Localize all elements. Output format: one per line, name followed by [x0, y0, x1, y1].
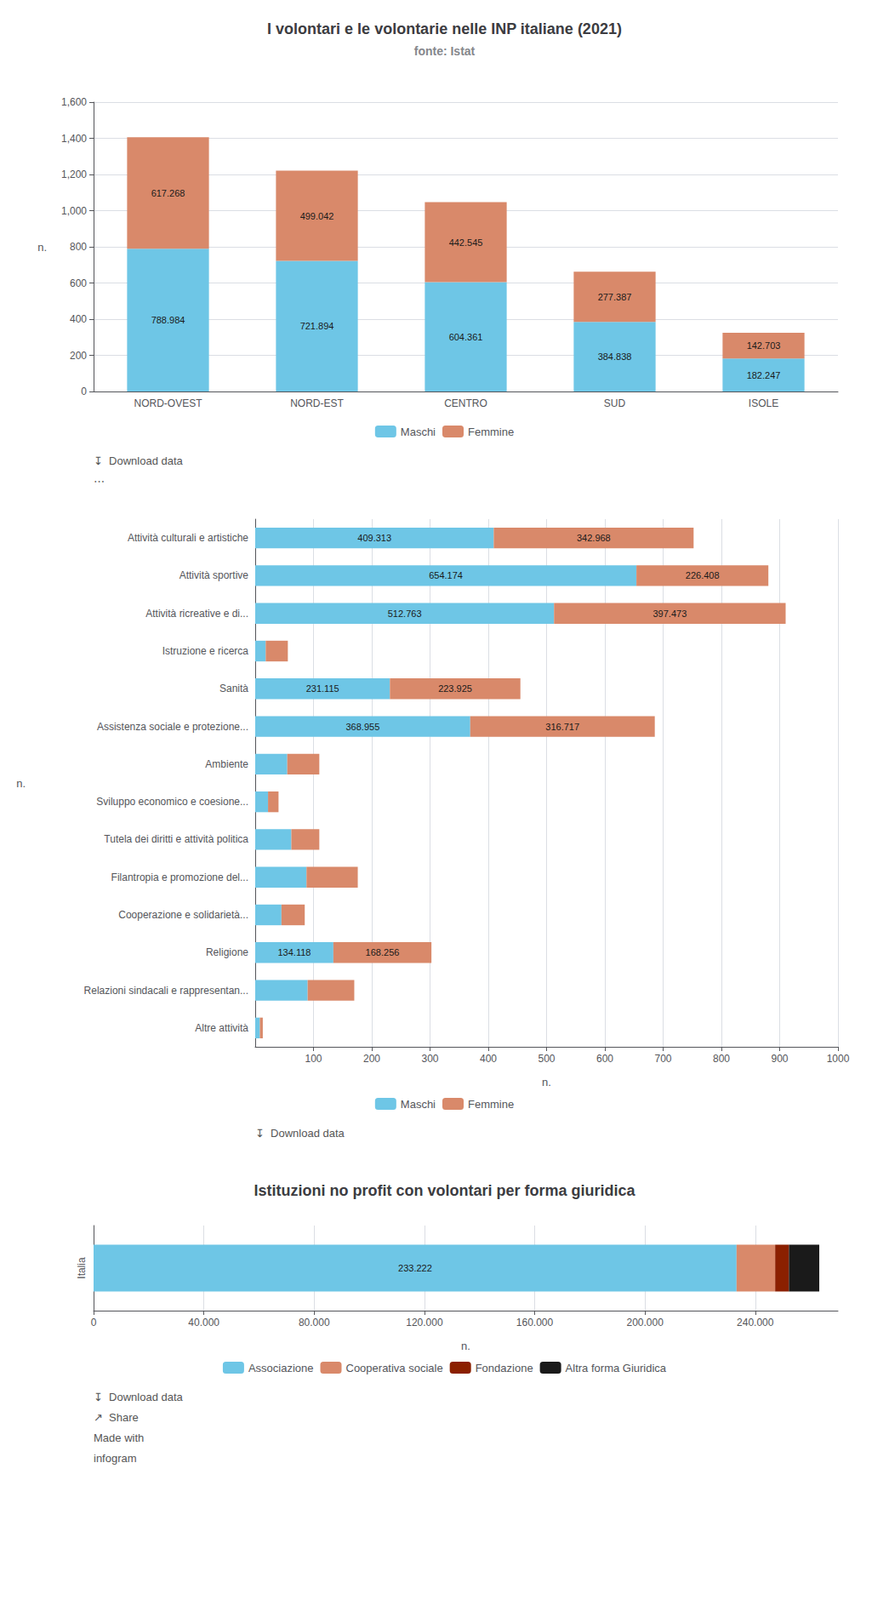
svg-text:1000: 1000 — [826, 1052, 850, 1065]
svg-text:499.042: 499.042 — [300, 210, 335, 222]
svg-text:Maschi: Maschi — [400, 425, 436, 439]
svg-text:Maschi: Maschi — [400, 1097, 436, 1111]
svg-text:Sviluppo economico e coesione.: Sviluppo economico e coesione... — [96, 795, 249, 808]
svg-text:233.222: 233.222 — [398, 1262, 433, 1273]
svg-text:400: 400 — [69, 313, 87, 325]
svg-text:⋯: ⋯ — [93, 474, 105, 488]
svg-text:384.838: 384.838 — [598, 351, 633, 362]
svg-text:Assistenza sociale e protezion: Assistenza sociale e protezione... — [96, 720, 249, 733]
svg-text:397.473: 397.473 — [652, 608, 687, 619]
svg-text:I volontari e le volontarie ne: I volontari e le volontarie nelle INP it… — [267, 20, 622, 38]
svg-text:Istituzioni no profit con volo: Istituzioni no profit con volontari per … — [253, 1181, 636, 1199]
svg-text:Altre attività: Altre attività — [194, 1021, 249, 1034]
svg-text:↧ Download data: ↧ Download data — [93, 454, 184, 468]
svg-text:168.256: 168.256 — [365, 946, 400, 958]
svg-text:Italia: Italia — [75, 1256, 88, 1279]
svg-text:Altra forma Giuridica: Altra forma Giuridica — [565, 1361, 667, 1374]
svg-text:788.984: 788.984 — [151, 314, 186, 325]
svg-text:Relazioni sindacali e rapprese: Relazioni sindacali e rappresentan... — [84, 984, 249, 997]
svg-text:600: 600 — [69, 277, 87, 290]
svg-text:80.000: 80.000 — [298, 1316, 331, 1328]
svg-text:368.955: 368.955 — [345, 721, 380, 732]
svg-text:Filantropia e promozione del..: Filantropia e promozione del... — [111, 871, 249, 884]
svg-text:↗ Share: ↗ Share — [93, 1410, 139, 1424]
svg-text:800: 800 — [712, 1052, 730, 1065]
svg-text:Attività sportive: Attività sportive — [179, 569, 250, 582]
svg-text:604.361: 604.361 — [449, 331, 484, 342]
svg-text:442.545: 442.545 — [449, 237, 484, 248]
svg-text:Tutela dei diritti e attività: Tutela dei diritti e attività politica — [103, 832, 249, 845]
svg-text:200.000: 200.000 — [626, 1316, 664, 1328]
svg-text:512.763: 512.763 — [387, 608, 422, 619]
svg-text:Cooperazione e solidarietà...: Cooperazione e solidarietà... — [118, 908, 249, 921]
svg-text:617.268: 617.268 — [151, 188, 186, 199]
svg-text:721.894: 721.894 — [300, 320, 335, 331]
svg-text:120.000: 120.000 — [405, 1316, 444, 1328]
svg-text:316.717: 316.717 — [545, 721, 580, 732]
svg-text:1,600: 1,600 — [61, 96, 87, 109]
svg-text:ISOLE: ISOLE — [748, 397, 779, 410]
svg-text:200: 200 — [363, 1052, 381, 1065]
svg-text:600: 600 — [596, 1052, 614, 1065]
svg-text:223.925: 223.925 — [438, 683, 473, 694]
svg-text:Ambiente: Ambiente — [205, 757, 249, 770]
svg-text:Sanità: Sanità — [219, 682, 249, 695]
svg-text:↧ Download data: ↧ Download data — [93, 1390, 184, 1403]
svg-text:n.: n. — [461, 1339, 471, 1352]
svg-text:Fondazione: Fondazione — [475, 1361, 534, 1374]
svg-text:231.115: 231.115 — [306, 683, 340, 694]
svg-text:409.313: 409.313 — [357, 532, 392, 543]
svg-text:1,200: 1,200 — [61, 168, 87, 181]
svg-text:Cooperativa sociale: Cooperativa sociale — [346, 1361, 444, 1374]
svg-text:↧ Download data: ↧ Download data — [255, 1126, 346, 1140]
svg-text:226.408: 226.408 — [685, 569, 720, 581]
svg-text:infogram: infogram — [93, 1451, 137, 1465]
svg-text:fonte: Istat: fonte: Istat — [414, 44, 476, 58]
svg-text:142.703: 142.703 — [746, 340, 781, 351]
svg-text:Religione: Religione — [205, 945, 249, 958]
svg-text:n.: n. — [541, 1075, 552, 1089]
svg-text:400: 400 — [479, 1052, 497, 1065]
svg-text:240.000: 240.000 — [736, 1316, 775, 1328]
svg-text:Attività culturali e artistich: Attività culturali e artistiche — [127, 531, 249, 544]
svg-text:1,400: 1,400 — [61, 132, 87, 145]
svg-text:900: 900 — [770, 1052, 788, 1065]
svg-text:100: 100 — [304, 1052, 322, 1065]
svg-text:342.968: 342.968 — [576, 532, 611, 543]
svg-text:134.118: 134.118 — [277, 946, 311, 958]
svg-text:300: 300 — [421, 1052, 439, 1065]
svg-text:n.: n. — [16, 776, 26, 790]
svg-text:Istruzione e ricerca: Istruzione e ricerca — [162, 644, 250, 657]
svg-text:654.174: 654.174 — [428, 569, 463, 581]
svg-text:182.247: 182.247 — [746, 370, 781, 381]
svg-text:40.000: 40.000 — [188, 1316, 220, 1328]
svg-text:200: 200 — [69, 349, 87, 362]
svg-text:0: 0 — [80, 385, 87, 398]
svg-text:0: 0 — [91, 1316, 97, 1328]
svg-text:500: 500 — [537, 1052, 555, 1065]
svg-text:NORD-EST: NORD-EST — [290, 397, 344, 410]
svg-text:NORD-OVEST: NORD-OVEST — [133, 397, 203, 410]
svg-text:Attività ricreative e di...: Attività ricreative e di... — [145, 607, 249, 620]
svg-text:277.387: 277.387 — [598, 291, 633, 303]
svg-text:160.000: 160.000 — [516, 1316, 554, 1328]
svg-text:SUD: SUD — [604, 397, 627, 410]
svg-text:Associazione: Associazione — [248, 1361, 314, 1374]
svg-text:Femmine: Femmine — [467, 425, 514, 439]
svg-text:n.: n. — [37, 240, 47, 254]
svg-text:700: 700 — [654, 1052, 672, 1065]
svg-text:CENTRO: CENTRO — [444, 397, 488, 410]
svg-text:800: 800 — [69, 240, 87, 253]
svg-text:Femmine: Femmine — [467, 1097, 514, 1111]
svg-text:Made with: Made with — [93, 1430, 144, 1444]
svg-text:1,000: 1,000 — [61, 205, 87, 217]
